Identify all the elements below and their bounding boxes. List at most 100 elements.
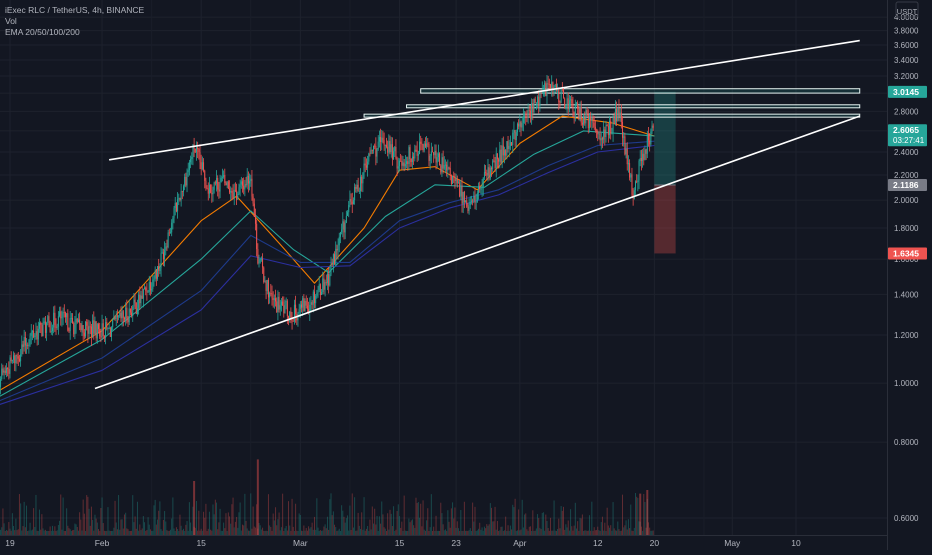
y-tick-label: 0.6000	[894, 514, 919, 523]
candle-body	[337, 245, 339, 251]
x-tick-label: 15	[196, 538, 206, 548]
candle-body	[256, 223, 258, 250]
candle-body	[423, 143, 425, 151]
volume-bar	[20, 503, 22, 535]
volume-bar	[393, 506, 395, 535]
candle-body	[98, 324, 100, 329]
volume-bar	[474, 506, 476, 535]
volume-bar	[368, 530, 370, 535]
candle-body	[311, 302, 313, 305]
volume-bar	[649, 527, 651, 535]
volume-bar	[207, 528, 209, 535]
volume-bar	[203, 511, 205, 535]
candle-body	[475, 201, 477, 203]
candle-body	[355, 187, 357, 189]
volume-bar	[345, 518, 347, 535]
volume-bar	[177, 528, 179, 535]
long-position-tool[interactable]	[654, 91, 676, 254]
candle-body	[560, 88, 562, 103]
volume-bar	[284, 528, 286, 535]
candle-body	[446, 164, 448, 171]
candle-body	[290, 311, 292, 318]
volume-bar	[586, 530, 588, 535]
candle-body	[406, 161, 408, 164]
volume-bar	[319, 530, 321, 535]
candle-body	[393, 151, 395, 160]
candle-body	[325, 282, 327, 284]
volume-bar	[427, 508, 429, 535]
volume-bar	[398, 516, 400, 535]
volume-bar	[1, 527, 3, 535]
candle-body	[448, 167, 450, 169]
volume-bar	[291, 498, 293, 535]
candle-body	[454, 177, 456, 181]
candle-body	[617, 108, 619, 121]
volume-bar	[371, 506, 373, 535]
volume-bar	[76, 526, 78, 535]
axis-corner: USDT	[895, 1, 919, 18]
candle-body	[16, 355, 18, 357]
trend-channel[interactable]	[94, 39, 860, 390]
symbol-title[interactable]: iExec RLC / TetherUS, 4h, BINANCE	[5, 5, 145, 15]
candle-body	[29, 335, 31, 346]
candle-body	[533, 99, 535, 113]
channel-upper-line	[109, 39, 860, 161]
volume-bar	[526, 529, 528, 535]
candle-body	[564, 98, 566, 109]
candle-body	[109, 327, 111, 337]
price-label-box	[888, 178, 927, 191]
candle-body	[380, 137, 382, 143]
volume-bar	[86, 495, 88, 535]
candle-body	[70, 317, 72, 319]
volume-bar	[421, 526, 423, 535]
resistance-zones[interactable]	[363, 88, 861, 118]
volume-bar	[260, 529, 262, 535]
candle-body	[301, 304, 303, 308]
volume-bar	[358, 525, 360, 535]
candle-body	[11, 359, 13, 362]
candle-body	[452, 176, 454, 184]
volume-bar	[409, 522, 411, 535]
candle-body	[567, 98, 569, 110]
candle-body	[465, 200, 467, 203]
volume-bar	[472, 502, 474, 535]
volume-bar	[579, 517, 581, 535]
volume-bar	[43, 530, 45, 535]
volume-bar	[144, 522, 146, 535]
volume-bar	[652, 530, 654, 535]
volume-bar	[279, 530, 281, 535]
candle-body	[8, 369, 10, 374]
candle-body	[460, 185, 462, 197]
candle-body	[503, 150, 505, 156]
candle-body	[213, 182, 215, 190]
ema-indicator-label[interactable]: EMA 20/50/100/200	[5, 27, 80, 37]
candle-body	[591, 117, 593, 121]
volume-bar	[590, 530, 592, 535]
candle-body	[478, 185, 480, 194]
volume-bar	[187, 530, 189, 535]
volume-bar	[109, 530, 111, 535]
volume-bar	[394, 530, 396, 535]
volume-bar	[450, 508, 452, 535]
volume-bar	[631, 530, 633, 535]
candle-body	[20, 354, 22, 362]
volume-bar	[527, 530, 529, 535]
volume-bar	[336, 531, 338, 535]
candle-body	[486, 172, 488, 176]
candle-body	[535, 102, 537, 104]
volume-bar	[356, 530, 358, 535]
volume-bar	[85, 530, 87, 535]
volume-bar	[98, 529, 100, 535]
candle-body	[112, 319, 114, 328]
vol-indicator-label[interactable]: Vol	[5, 16, 17, 26]
volume-bar	[205, 503, 207, 535]
volume-bar	[360, 528, 362, 535]
volume-bar	[354, 497, 356, 535]
volume-bar	[147, 517, 149, 535]
candle-body	[507, 141, 509, 149]
volume-bar	[453, 518, 455, 535]
candle-body	[136, 308, 138, 314]
